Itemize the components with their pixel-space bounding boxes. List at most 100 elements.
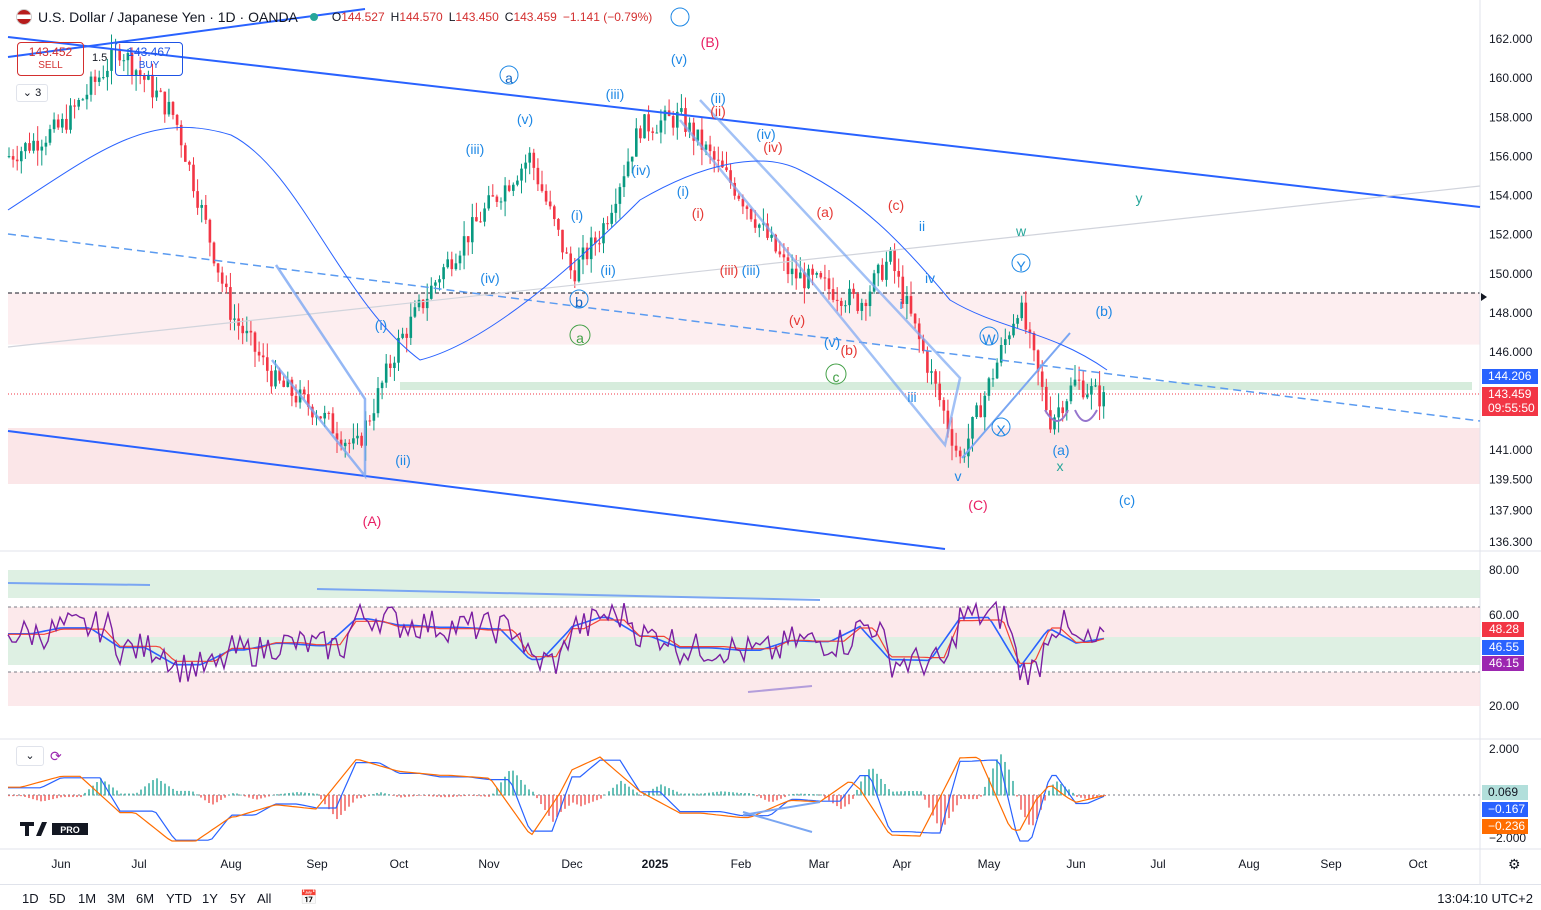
candle-body bbox=[147, 74, 150, 80]
macd-histogram-bar bbox=[444, 795, 446, 798]
macd-histogram-bar bbox=[588, 795, 590, 804]
wave-label: (c) bbox=[1119, 492, 1135, 508]
wave-label: (v) bbox=[671, 51, 687, 67]
macd-histogram-bar bbox=[264, 795, 266, 798]
time-tick-label: Oct bbox=[1409, 857, 1428, 871]
candle-body bbox=[868, 291, 872, 307]
macd-histogram-bar bbox=[936, 795, 938, 824]
candle-body bbox=[1049, 410, 1052, 430]
candle-body bbox=[1081, 380, 1085, 398]
macd-histogram-bar bbox=[48, 795, 50, 801]
symbol-title[interactable]: U.S. Dollar / Japanese Yen · 1D · OANDA bbox=[38, 9, 298, 25]
timeframe-ytd[interactable]: YTD bbox=[166, 891, 192, 906]
macd-histogram-bar bbox=[420, 795, 422, 796]
macd-histogram-bar bbox=[324, 795, 326, 805]
macd-histogram-bar bbox=[656, 786, 658, 796]
timeframe-1m[interactable]: 1M bbox=[78, 891, 97, 906]
candle-body bbox=[1028, 329, 1032, 334]
wave-label: w bbox=[1015, 223, 1027, 239]
macd-histogram-bar bbox=[960, 795, 962, 799]
candle-body bbox=[302, 389, 306, 395]
timeframe-3m[interactable]: 3M bbox=[107, 891, 126, 906]
macd-histogram-bar bbox=[88, 789, 90, 796]
timeframe-5y[interactable]: 5Y bbox=[230, 891, 246, 906]
macd-histogram-bar bbox=[1040, 795, 1042, 810]
macd-histogram-bar bbox=[168, 786, 170, 796]
wave-label: iv bbox=[925, 270, 935, 286]
macd-histogram-bar bbox=[204, 795, 206, 801]
wave-label: (A) bbox=[363, 513, 382, 529]
candle-body bbox=[1016, 318, 1019, 324]
timeframe-1y[interactable]: 1Y bbox=[202, 891, 218, 906]
candle-body bbox=[220, 272, 224, 284]
macd-histogram-bar bbox=[124, 793, 126, 796]
candle-body bbox=[1008, 335, 1011, 340]
macd-histogram-bar bbox=[948, 795, 950, 819]
macd-histogram-bar bbox=[648, 790, 650, 796]
candle-body bbox=[647, 114, 650, 132]
candle-body bbox=[450, 259, 454, 270]
macd-histogram-bar bbox=[940, 795, 942, 832]
wave-label: (iv) bbox=[763, 139, 782, 155]
candle-body bbox=[626, 161, 630, 177]
macd-histogram-bar bbox=[716, 791, 718, 796]
macd-histogram-bar bbox=[12, 795, 14, 797]
timeframe-5d[interactable]: 5D bbox=[49, 891, 66, 906]
price-marker bbox=[1481, 293, 1487, 301]
macd-histogram-bar bbox=[280, 793, 282, 796]
candle-body bbox=[712, 151, 716, 160]
refresh-icon[interactable]: ⟳ bbox=[50, 748, 62, 764]
clock[interactable]: 13:04:10 UTC+2 bbox=[1437, 891, 1533, 906]
high-value: 144.570 bbox=[399, 10, 443, 24]
macd-histogram-bar bbox=[604, 794, 606, 796]
candle-body bbox=[401, 333, 404, 338]
timeframe-1d[interactable]: 1D bbox=[22, 891, 39, 906]
timeframe-6m[interactable]: 6M bbox=[136, 891, 155, 906]
calendar-icon[interactable]: 📅 bbox=[300, 889, 318, 905]
sell-button[interactable]: 143.452 SELL bbox=[17, 42, 84, 76]
macd-histogram-bar bbox=[196, 794, 198, 796]
time-tick-label: Apr bbox=[893, 857, 912, 871]
top-channel-line bbox=[7, 8, 366, 58]
macd-histogram-bar bbox=[216, 795, 218, 803]
macd-histogram-bar bbox=[928, 795, 930, 808]
macd-histogram-bar bbox=[864, 775, 866, 796]
macd-histogram-bar bbox=[972, 795, 974, 800]
macd-histogram-bar bbox=[112, 787, 114, 796]
macd-histogram-bar bbox=[368, 795, 370, 796]
indicators-toggle[interactable]: ⌄ 3 bbox=[16, 84, 48, 102]
macd-histogram-bar bbox=[736, 792, 738, 796]
candle-body bbox=[348, 442, 351, 444]
price-tag-label: 143.459 bbox=[1488, 387, 1532, 401]
macd-histogram-bar bbox=[504, 776, 506, 796]
macd-histogram-bar bbox=[768, 795, 770, 802]
wave-circle bbox=[569, 289, 589, 309]
rsi-red-band bbox=[8, 672, 1480, 706]
macd-histogram-bar bbox=[352, 795, 354, 803]
candle-body bbox=[73, 105, 76, 107]
macd-histogram-bar bbox=[520, 779, 522, 796]
macd-histogram-bar bbox=[432, 795, 434, 797]
macd-tag bbox=[1482, 785, 1528, 800]
candle-body bbox=[557, 219, 560, 230]
price-tag-label: 144.206 bbox=[1488, 369, 1532, 383]
candle-body bbox=[11, 156, 15, 160]
candle-body bbox=[438, 279, 441, 283]
price-tick-label: 162.000 bbox=[1489, 32, 1533, 46]
candle-body bbox=[409, 316, 413, 338]
gray-trend-line bbox=[7, 185, 1481, 348]
candle-body bbox=[688, 122, 691, 132]
candle-body bbox=[1032, 333, 1036, 351]
macd-histogram-bar bbox=[688, 793, 690, 796]
macd-histogram-bar bbox=[576, 795, 578, 805]
macd-histogram-bar bbox=[76, 795, 78, 798]
macd-histogram-bar bbox=[824, 795, 826, 798]
macd-collapse-button[interactable]: ⌄ bbox=[16, 746, 44, 766]
settings-icon[interactable]: ⚙ bbox=[1508, 856, 1521, 872]
macd-histogram-bar bbox=[832, 795, 834, 804]
buy-button[interactable]: 143.467 BUY bbox=[115, 42, 183, 76]
candle-body bbox=[1045, 386, 1048, 411]
candle-body bbox=[491, 195, 495, 197]
timeframe-all[interactable]: All bbox=[257, 891, 272, 906]
